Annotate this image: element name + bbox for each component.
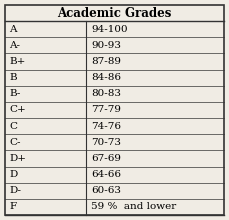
Text: 84-86: 84-86 xyxy=(91,73,121,82)
Text: 64-66: 64-66 xyxy=(91,170,121,179)
Text: F: F xyxy=(9,202,16,211)
Text: B: B xyxy=(9,73,17,82)
Text: D: D xyxy=(9,170,17,179)
Text: 60-63: 60-63 xyxy=(91,186,121,195)
Text: B-: B- xyxy=(9,89,20,98)
Text: 87-89: 87-89 xyxy=(91,57,121,66)
Text: A-: A- xyxy=(9,41,20,50)
Text: 70-73: 70-73 xyxy=(91,138,121,147)
Text: Academic Grades: Academic Grades xyxy=(57,7,172,20)
Text: C-: C- xyxy=(9,138,21,147)
Text: A: A xyxy=(9,25,16,34)
Text: 90-93: 90-93 xyxy=(91,41,121,50)
Text: D+: D+ xyxy=(9,154,26,163)
Text: 74-76: 74-76 xyxy=(91,122,121,131)
Text: C: C xyxy=(9,122,17,131)
Text: 77-79: 77-79 xyxy=(91,105,121,114)
Text: 80-83: 80-83 xyxy=(91,89,121,98)
Text: 67-69: 67-69 xyxy=(91,154,121,163)
Text: 94-100: 94-100 xyxy=(91,25,128,34)
Text: C+: C+ xyxy=(9,105,26,114)
Text: B+: B+ xyxy=(9,57,25,66)
Text: 59 %  and lower: 59 % and lower xyxy=(91,202,176,211)
Text: D-: D- xyxy=(9,186,21,195)
